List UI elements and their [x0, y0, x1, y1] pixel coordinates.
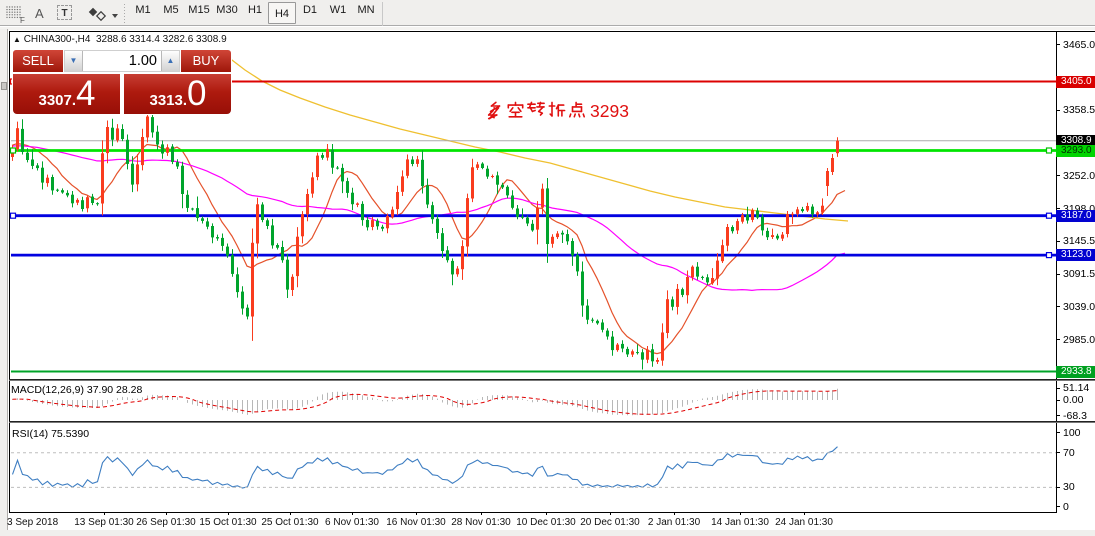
svg-text:3293: 3293: [590, 101, 629, 121]
svg-text:F: F: [20, 16, 25, 25]
